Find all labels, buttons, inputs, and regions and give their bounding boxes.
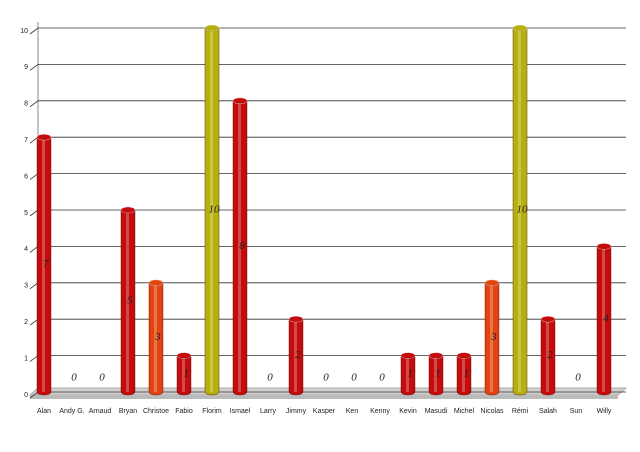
bar-top [120, 206, 136, 214]
value-label: 3 [490, 331, 497, 343]
y-tick-label: 5 [24, 210, 28, 217]
value-label: 1 [435, 367, 441, 379]
x-tick-label: Christoe [143, 408, 169, 415]
y-tick-label: 9 [24, 64, 28, 71]
y-tick-label: 8 [24, 101, 28, 108]
x-tick-label: Nicolas [481, 408, 504, 415]
x-tick-label: Rémi [512, 408, 529, 415]
x-tick-label: Kevin [399, 408, 417, 415]
y-tick-label: 3 [24, 283, 28, 290]
value-label: 1 [183, 367, 189, 379]
bar-highlight [462, 357, 465, 392]
bar-top [428, 352, 444, 359]
x-tick-label: Florim [202, 408, 222, 415]
bar-top [456, 352, 472, 359]
value-label: 10 [209, 204, 221, 216]
y-tick-label: 0 [24, 392, 28, 399]
x-tick-label: Kenny [370, 408, 390, 415]
value-label: 5 [127, 295, 133, 307]
bar-highlight [546, 321, 549, 392]
bar-highlight [210, 30, 213, 392]
value-label: 10 [517, 204, 529, 216]
value-label: 0 [575, 372, 581, 384]
x-tick-label: Kasper [313, 408, 336, 415]
value-label: 3 [154, 331, 161, 343]
y-tick-label: 2 [24, 319, 28, 326]
bar-highlight [154, 284, 157, 392]
bar-highlight [490, 284, 493, 392]
bar-highlight [434, 357, 437, 392]
x-tick-label: Jimmy [286, 408, 307, 415]
value-label: 0 [71, 372, 77, 384]
bar-top [288, 315, 304, 323]
value-label: 1 [407, 367, 413, 379]
bar-top [36, 133, 52, 141]
bar-highlight [294, 321, 297, 392]
bar-top [148, 279, 164, 287]
bar-top [512, 24, 528, 32]
x-tick-label: Alan [37, 408, 51, 415]
plot-wall [38, 22, 626, 395]
bar-highlight [406, 357, 409, 392]
x-tick-label: Sun [570, 408, 583, 415]
value-label: 0 [323, 372, 329, 384]
x-tick-label: Willy [597, 408, 612, 415]
grid-line [29, 64, 626, 71]
y-tick-label: 6 [24, 173, 28, 180]
bar-highlight [126, 212, 129, 392]
value-label: 2 [547, 349, 553, 361]
y-tick-label: 4 [24, 246, 28, 253]
bar-top [400, 352, 416, 359]
x-tick-label: Fabio [175, 408, 193, 415]
bar-top [176, 352, 192, 359]
x-tick-label: Michel [454, 408, 475, 415]
value-label: 1 [463, 367, 469, 379]
value-label: 2 [295, 349, 301, 361]
x-tick-label: Larry [260, 408, 276, 415]
x-tick-label: Andy G. [59, 408, 84, 415]
bar-highlight [42, 139, 45, 392]
x-tick-label: Arnaud [89, 408, 112, 415]
value-label: 8 [239, 240, 245, 252]
y-tick-label: 1 [24, 355, 28, 362]
value-label: 7 [43, 258, 49, 270]
bar-top [232, 97, 248, 105]
bar-top [484, 279, 500, 287]
x-tick-label: Bryan [119, 408, 137, 415]
x-tick-label: Ken [346, 408, 359, 415]
grid-line [29, 100, 626, 108]
bar-highlight [238, 102, 241, 393]
value-label: 0 [99, 372, 105, 384]
value-label: 0 [267, 372, 273, 384]
bar-highlight [182, 357, 185, 392]
bar-top [540, 315, 556, 323]
x-tick-label: Masudi [425, 408, 448, 415]
value-label: 4 [603, 313, 609, 325]
y-tick-label: 10 [20, 28, 28, 35]
floor [28, 387, 628, 396]
y-tick-label: 7 [24, 137, 28, 144]
x-tick-label: Ismael [230, 408, 251, 415]
value-label: 0 [351, 372, 357, 384]
value-label: 0 [379, 372, 385, 384]
grid-line [29, 27, 626, 35]
floor-edge [30, 395, 618, 399]
x-tick-label: Salah [539, 408, 557, 415]
bar-highlight [518, 30, 521, 392]
bar-top [204, 24, 220, 32]
bar-top [596, 243, 612, 250]
bar-highlight [602, 248, 605, 392]
